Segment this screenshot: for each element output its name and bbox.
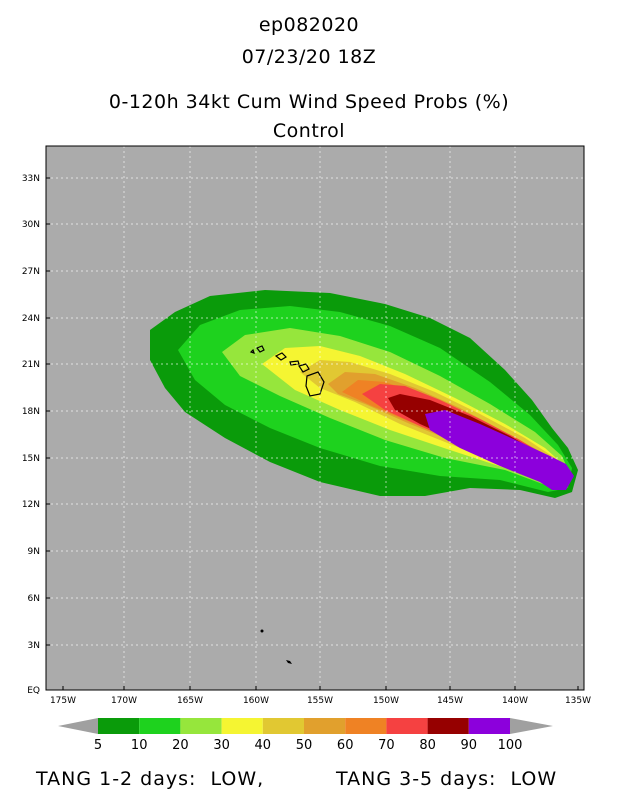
colorbar-left-arrow: [58, 718, 98, 734]
lon-label: 150W: [373, 696, 399, 706]
lat-label: 30N: [22, 220, 40, 230]
lon-label: 135W: [565, 696, 591, 706]
colorbar-swatch: [98, 718, 140, 734]
colorbar-swatch: [468, 718, 510, 734]
lat-label: 12N: [22, 500, 40, 510]
colorbar-label: 40: [255, 738, 272, 753]
lon-label: 160W: [243, 696, 269, 706]
colorbar-swatch: [180, 718, 222, 734]
datetime-title: 07/23/20 18Z: [241, 46, 377, 68]
colorbar-swatch: [262, 718, 304, 734]
lat-label: 27N: [22, 267, 40, 277]
colorbar-label: 100: [498, 738, 523, 753]
probability-contours: [150, 290, 578, 498]
island-oahu: [274, 352, 287, 361]
colorbar-label: 70: [378, 738, 395, 753]
colorbar-label: 80: [419, 738, 436, 753]
lat-label: 33N: [22, 174, 40, 184]
colorbar-swatch: [427, 718, 469, 734]
map-gridlines: [46, 146, 584, 690]
colorbar-right-arrow: [510, 718, 553, 734]
island-niihau: [249, 348, 255, 354]
colorbar: 5 10 20 30 40 50 60 70 80 90 100: [58, 718, 553, 753]
colorbar-label: 5: [94, 738, 102, 753]
footer-tang-long: TANG 3-5 days: LOW: [336, 768, 558, 790]
island-kauai: [256, 345, 265, 353]
lon-label: 155W: [307, 696, 333, 706]
colorbar-label: 10: [131, 738, 148, 753]
lon-label: 175W: [50, 696, 76, 706]
colorbar-swatch: [221, 718, 263, 734]
colorbar-label: 60: [337, 738, 354, 753]
lat-label: EQ: [27, 686, 40, 696]
map-frame: [45, 145, 585, 691]
hawaii-islands: [249, 345, 325, 397]
lat-label: 24N: [22, 314, 40, 324]
colorbar-swatch: [139, 718, 181, 734]
atoll-palmyra: [260, 629, 264, 633]
footer-tang-short: TANG 1-2 days: LOW,: [36, 768, 265, 790]
lon-label: 145W: [437, 696, 463, 706]
colorbar-swatch: [386, 718, 428, 734]
lon-label: 165W: [177, 696, 203, 706]
lon-label: 170W: [111, 696, 137, 706]
island-maui: [298, 363, 310, 373]
contour-90pct: [425, 410, 574, 490]
storm-id-title: ep082020: [258, 14, 360, 36]
lat-label: 9N: [28, 547, 40, 557]
colorbar-swatch: [345, 718, 387, 734]
product-title: 0-120h 34kt Cum Wind Speed Probs (%): [108, 91, 510, 113]
lat-label: 15N: [22, 454, 40, 464]
colorbar-label: 20: [172, 738, 189, 753]
lat-label: 3N: [28, 641, 40, 651]
atoll-kiritimati: [286, 660, 292, 664]
island-molokai: [289, 360, 300, 366]
colorbar-label: 30: [213, 738, 230, 753]
lon-label: 140W: [502, 696, 528, 706]
colorbar-swatch: [304, 718, 346, 734]
colorbar-label: 50: [296, 738, 313, 753]
latitude-labels: 33N 30N 27N 24N 21N 18N 15N 12N 9N 6N 3N EQ: [22, 174, 50, 696]
lat-label: 18N: [22, 407, 40, 417]
colorbar-label: 90: [461, 738, 478, 753]
run-title: Control: [272, 120, 346, 142]
lat-label: 21N: [22, 360, 40, 370]
longitude-labels: 175W 170W 165W 160W 155W 150W 145W 140W 135W: [50, 686, 591, 706]
island-hawaii: [305, 371, 325, 397]
lat-label: 6N: [28, 594, 40, 604]
